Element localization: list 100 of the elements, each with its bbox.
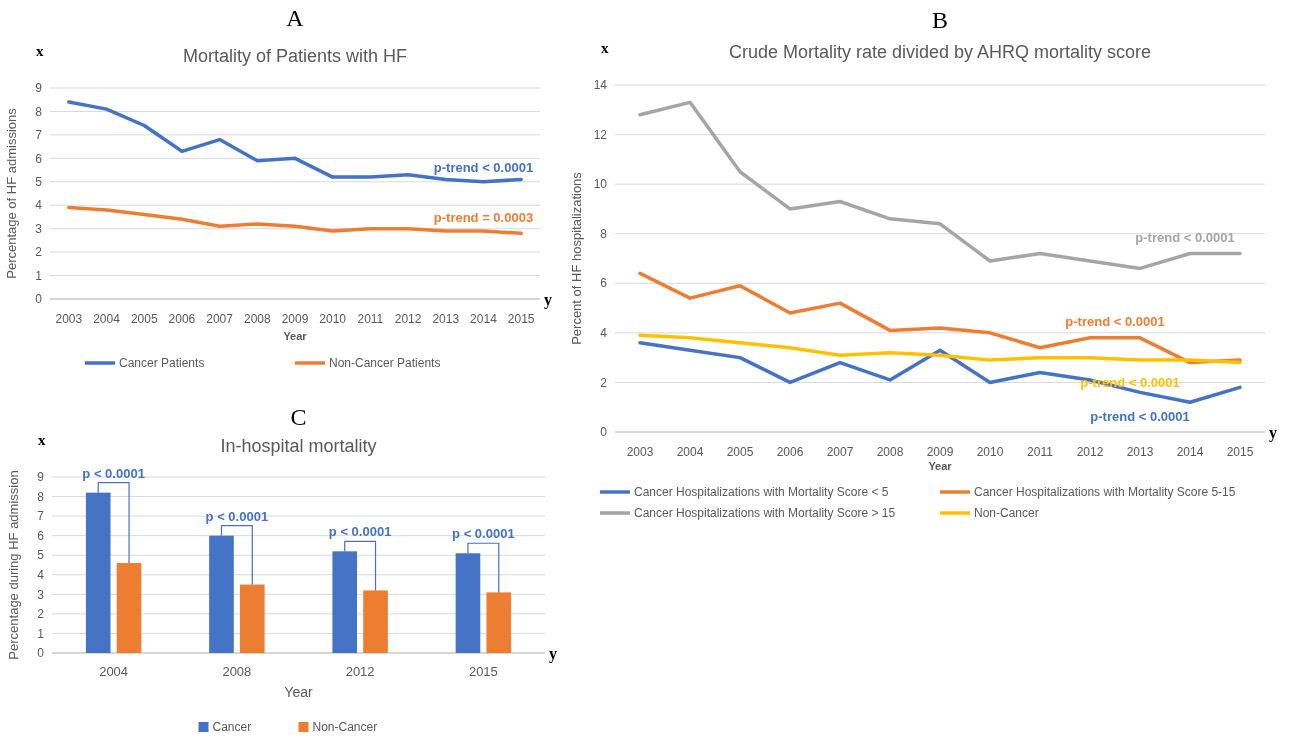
y-tick-label: 9	[37, 470, 45, 485]
line-series	[638, 271, 1242, 365]
x-axis-title: Year	[283, 330, 308, 342]
x-tick-label: 2008	[222, 663, 252, 679]
x-tick-label: 2008	[243, 312, 271, 327]
x-tick-label: 2013	[1126, 445, 1154, 460]
y-tick-label: 0	[35, 292, 43, 307]
y-tick-label: 2	[35, 245, 43, 260]
y-tick-label: 12	[593, 127, 608, 142]
annotation: p < 0.0001	[328, 524, 392, 540]
x-tick-label: 2004	[676, 445, 704, 460]
x-tick-label: 2006	[168, 312, 196, 327]
bar	[455, 553, 481, 653]
x-tick-label: 2003	[626, 445, 654, 460]
x-tick-label: 2008	[876, 445, 904, 460]
x-axis-title: Year	[928, 460, 953, 472]
x-tick-label: 2006	[776, 445, 804, 460]
text: x	[601, 40, 609, 56]
line-series	[638, 100, 1242, 271]
text: x	[36, 43, 44, 59]
y-tick-label: 4	[37, 567, 45, 582]
legend-label: Cancer Hospitalizations with Mortality Score > 15	[634, 506, 896, 521]
annotation: p-trend < 0.0001	[1065, 314, 1165, 330]
y-tick-label: 7	[35, 128, 43, 143]
y-tick-label: 6	[37, 528, 45, 543]
text: x	[38, 432, 46, 448]
y-tick-label: 5	[37, 548, 45, 563]
chart-title: C	[290, 404, 307, 430]
chart-subtitle: Mortality of Patients with HF	[182, 46, 408, 66]
annotation: p-trend = 0.0003	[433, 209, 534, 225]
y-tick-label: 3	[35, 221, 43, 236]
x-tick-label: 2014	[1176, 445, 1204, 460]
x-axis-title: Year	[284, 684, 313, 700]
x-tick-label: 2015	[1226, 445, 1254, 460]
y-tick-label: 2	[37, 607, 45, 622]
legend-label: Non-Cancer Patients	[329, 356, 441, 371]
y-tick-label: 8	[35, 104, 43, 119]
y-tick-label: 14	[593, 78, 608, 93]
x-tick-label: 2010	[976, 445, 1004, 460]
legend-label: Non-Cancer	[312, 720, 378, 735]
y-tick-label: 7	[37, 509, 45, 524]
y-tick-label: 1	[35, 268, 43, 283]
y-tick-label: 8	[600, 226, 608, 241]
bar	[85, 492, 111, 653]
text: y	[544, 291, 552, 309]
x-tick-label: 2012	[394, 312, 422, 327]
text: y	[1269, 424, 1277, 442]
x-tick-label: 2009	[281, 312, 309, 327]
legend-label: Cancer Hospitalizations with Mortality Score 5-15	[974, 485, 1236, 500]
bar	[363, 590, 388, 653]
x-tick-label: 2011	[1027, 445, 1054, 460]
x-tick-label: 2015	[468, 663, 498, 679]
legend-label: Non-Cancer	[974, 506, 1039, 521]
x-tick-label: 2005	[726, 445, 754, 460]
y-tick-label: 2	[600, 375, 608, 390]
y-axis-title: Percentage during HF admission	[6, 470, 21, 660]
text: y	[549, 645, 557, 663]
bar	[486, 592, 512, 653]
line-series	[638, 341, 1242, 405]
bar	[239, 584, 265, 653]
annotation: p < 0.0001	[205, 508, 269, 524]
annotation: p-trend < 0.0001	[433, 160, 534, 176]
x-tick-label: 2013	[432, 312, 460, 327]
line-series	[638, 333, 1242, 365]
y-tick-label: 10	[593, 177, 608, 192]
chart-title: B	[931, 7, 949, 33]
bar	[116, 563, 142, 653]
y-tick-label: 9	[35, 81, 43, 96]
x-tick-label: 2007	[826, 445, 854, 460]
x-tick-label: 2004	[99, 663, 129, 679]
legend-label: Cancer Patients	[119, 356, 205, 371]
chart-subtitle: In-hospital mortality	[220, 436, 377, 456]
x-tick-label: 2011	[357, 312, 384, 327]
chart-title: A	[286, 5, 305, 31]
y-tick-label: 0	[600, 425, 608, 440]
bar	[209, 535, 234, 653]
y-tick-label: 6	[35, 151, 43, 166]
x-tick-label: 2012	[345, 663, 375, 679]
x-tick-label: 2003	[55, 312, 83, 327]
x-tick-label: 2007	[206, 312, 234, 327]
y-tick-label: 5	[35, 174, 43, 189]
x-tick-label: 2004	[93, 312, 121, 327]
x-tick-label: 2005	[130, 312, 158, 327]
y-axis-title: Percent of HF hospitalizations	[569, 171, 584, 345]
y-tick-label: 4	[35, 198, 43, 213]
x-tick-label: 2010	[319, 312, 347, 327]
y-tick-label: 1	[37, 626, 45, 641]
annotation: p < 0.0001	[452, 526, 515, 542]
legend-label: Cancer Hospitalizations with Mortality Score < 5	[634, 485, 889, 500]
annotation: p < 0.0001	[82, 465, 145, 481]
x-tick-label: 2015	[507, 312, 535, 327]
y-tick-label: 8	[37, 489, 45, 504]
chart-subtitle: Crude Mortality rate divided by AHRQ mortality score	[728, 42, 1152, 62]
y-tick-label: 4	[600, 326, 608, 341]
bar	[332, 551, 358, 653]
y-tick-label: 6	[600, 276, 608, 291]
y-axis-title: Percentage of HF admissions	[4, 107, 19, 279]
x-tick-label: 2014	[470, 312, 498, 327]
x-tick-label: 2012	[1076, 445, 1104, 460]
y-tick-label: 0	[37, 646, 45, 661]
